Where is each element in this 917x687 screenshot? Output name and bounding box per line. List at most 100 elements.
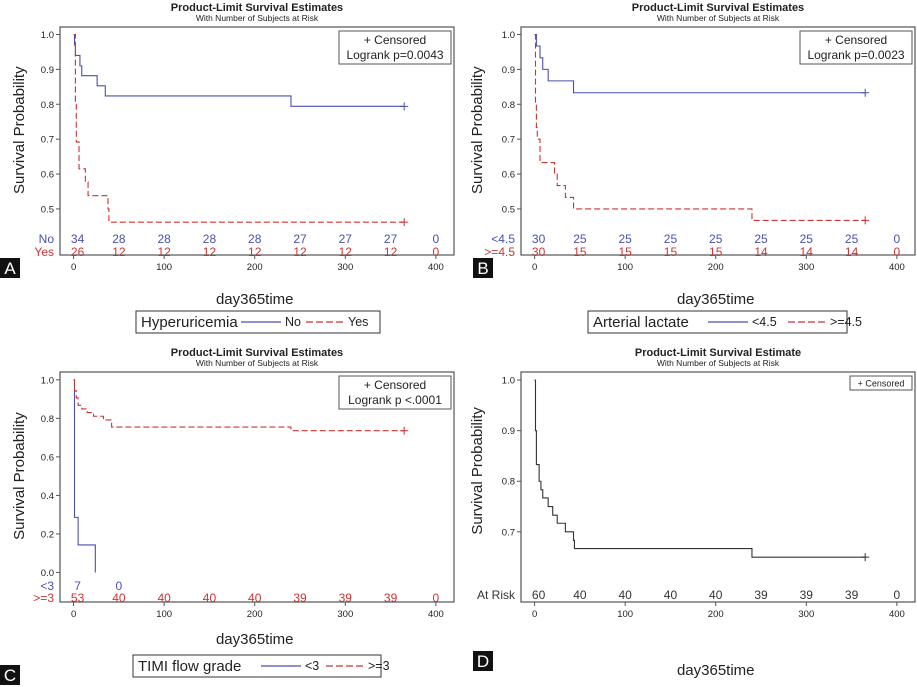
risk-row-label: >=4.5 <box>484 245 515 259</box>
risk-count: 28 <box>248 232 262 246</box>
y-tick-label: 1.0 <box>502 376 515 387</box>
chart-subtitle: With Number of Subjects at Risk <box>196 358 319 368</box>
survival-curve-group2 <box>73 379 405 432</box>
risk-count: 28 <box>157 232 171 246</box>
risk-count: 40 <box>709 588 723 602</box>
logrank-label: Logrank p <.0001 <box>348 393 442 407</box>
censor-mark <box>861 553 870 562</box>
censor-mark <box>400 102 409 111</box>
risk-count: 12 <box>293 245 307 259</box>
x-tick-label: 400 <box>889 609 905 620</box>
risk-count: 40 <box>618 588 632 602</box>
legend-title: Arterial lactate <box>593 314 689 331</box>
risk-count: 60 <box>532 588 546 602</box>
inset-box <box>799 30 913 65</box>
survival-curve-group1 <box>534 33 866 94</box>
plot-frame <box>520 371 916 603</box>
x-tick-label: 400 <box>428 609 444 620</box>
panel-letter: B <box>477 259 488 278</box>
x-tick-label: 100 <box>617 262 633 273</box>
survival-curve-group2 <box>73 33 405 223</box>
risk-count: 26 <box>71 245 85 259</box>
legend-entry: <4.5 <box>752 315 777 329</box>
survival-curve-group1 <box>534 379 866 558</box>
risk-count: 15 <box>618 245 632 259</box>
risk-count: 28 <box>203 232 217 246</box>
y-axis-label: Survival Probability <box>469 407 486 535</box>
y-tick-label: 0.7 <box>41 135 54 146</box>
risk-count: 40 <box>573 588 587 602</box>
risk-count: 25 <box>800 232 814 246</box>
y-axis-label: Survival Probability <box>469 66 486 194</box>
x-tick-label: 200 <box>708 262 724 273</box>
risk-count: 39 <box>384 591 398 605</box>
x-tick-label: 100 <box>156 609 172 620</box>
y-tick-label: 0.4 <box>41 491 54 502</box>
x-tick-label: 0 <box>532 609 537 620</box>
risk-count: 15 <box>573 245 587 259</box>
inset-box <box>849 375 913 391</box>
x-tick-label: 0 <box>532 262 537 273</box>
risk-count: 34 <box>71 232 85 246</box>
y-tick-label: 0.0 <box>41 568 54 579</box>
censor-mark <box>400 218 409 227</box>
risk-count: 0 <box>433 591 440 605</box>
x-tick-label: 300 <box>337 262 353 273</box>
risk-count: 27 <box>339 232 353 246</box>
x-tick-label: 200 <box>708 609 724 620</box>
risk-count: 15 <box>664 245 678 259</box>
x-tick-label: 300 <box>798 262 814 273</box>
risk-count: 40 <box>203 591 217 605</box>
risk-count: 14 <box>754 245 768 259</box>
y-tick-label: 1.0 <box>41 30 54 41</box>
chart-title: Product-Limit Survival Estimate <box>635 347 801 359</box>
risk-count: 12 <box>384 245 398 259</box>
legend-entry: <3 <box>305 659 319 673</box>
risk-count: 12 <box>112 245 126 259</box>
risk-count: 25 <box>709 232 723 246</box>
y-tick-label: 0.5 <box>41 204 54 215</box>
panel-letter-badge <box>0 665 20 685</box>
legend-entry: >=4.5 <box>830 315 862 329</box>
risk-count: 0 <box>894 245 901 259</box>
y-tick-label: 0.8 <box>502 477 515 488</box>
y-tick-label: 0.9 <box>502 426 515 437</box>
risk-count: 0 <box>894 588 901 602</box>
legend-entry: Yes <box>348 315 368 329</box>
legend-box <box>132 654 382 678</box>
y-tick-label: 0.9 <box>41 65 54 76</box>
risk-count: 40 <box>112 591 126 605</box>
plot-frame <box>59 371 455 603</box>
risk-count: 40 <box>664 588 678 602</box>
panel-letter: C <box>4 666 16 685</box>
risk-count: 39 <box>293 591 307 605</box>
risk-count: 39 <box>339 591 353 605</box>
y-tick-label: 1.0 <box>41 375 54 386</box>
risk-row-label: <4.5 <box>491 232 515 246</box>
x-axis-label: day365time <box>216 631 294 648</box>
censored-label: + Censored <box>364 33 426 47</box>
chart-title: Product-Limit Survival Estimates <box>171 2 343 14</box>
y-tick-label: 1.0 <box>502 30 515 41</box>
plot-frame <box>59 26 455 256</box>
risk-count: 7 <box>74 579 81 593</box>
x-tick-label: 0 <box>71 262 76 273</box>
x-tick-label: 400 <box>889 262 905 273</box>
x-axis-label: day365time <box>216 291 294 308</box>
plot-frame <box>520 26 916 256</box>
risk-count: 14 <box>800 245 814 259</box>
risk-row-label: At Risk <box>477 588 516 602</box>
legend-title: TIMI flow grade <box>138 658 241 675</box>
x-tick-label: 200 <box>247 609 263 620</box>
censor-mark <box>861 216 870 225</box>
risk-count: 28 <box>112 232 126 246</box>
censor-mark <box>861 88 870 97</box>
risk-count: 0 <box>894 232 901 246</box>
risk-row-label: No <box>39 232 55 246</box>
x-tick-label: 400 <box>428 262 444 273</box>
x-tick-label: 300 <box>798 609 814 620</box>
censored-label: + Censored <box>825 33 887 47</box>
